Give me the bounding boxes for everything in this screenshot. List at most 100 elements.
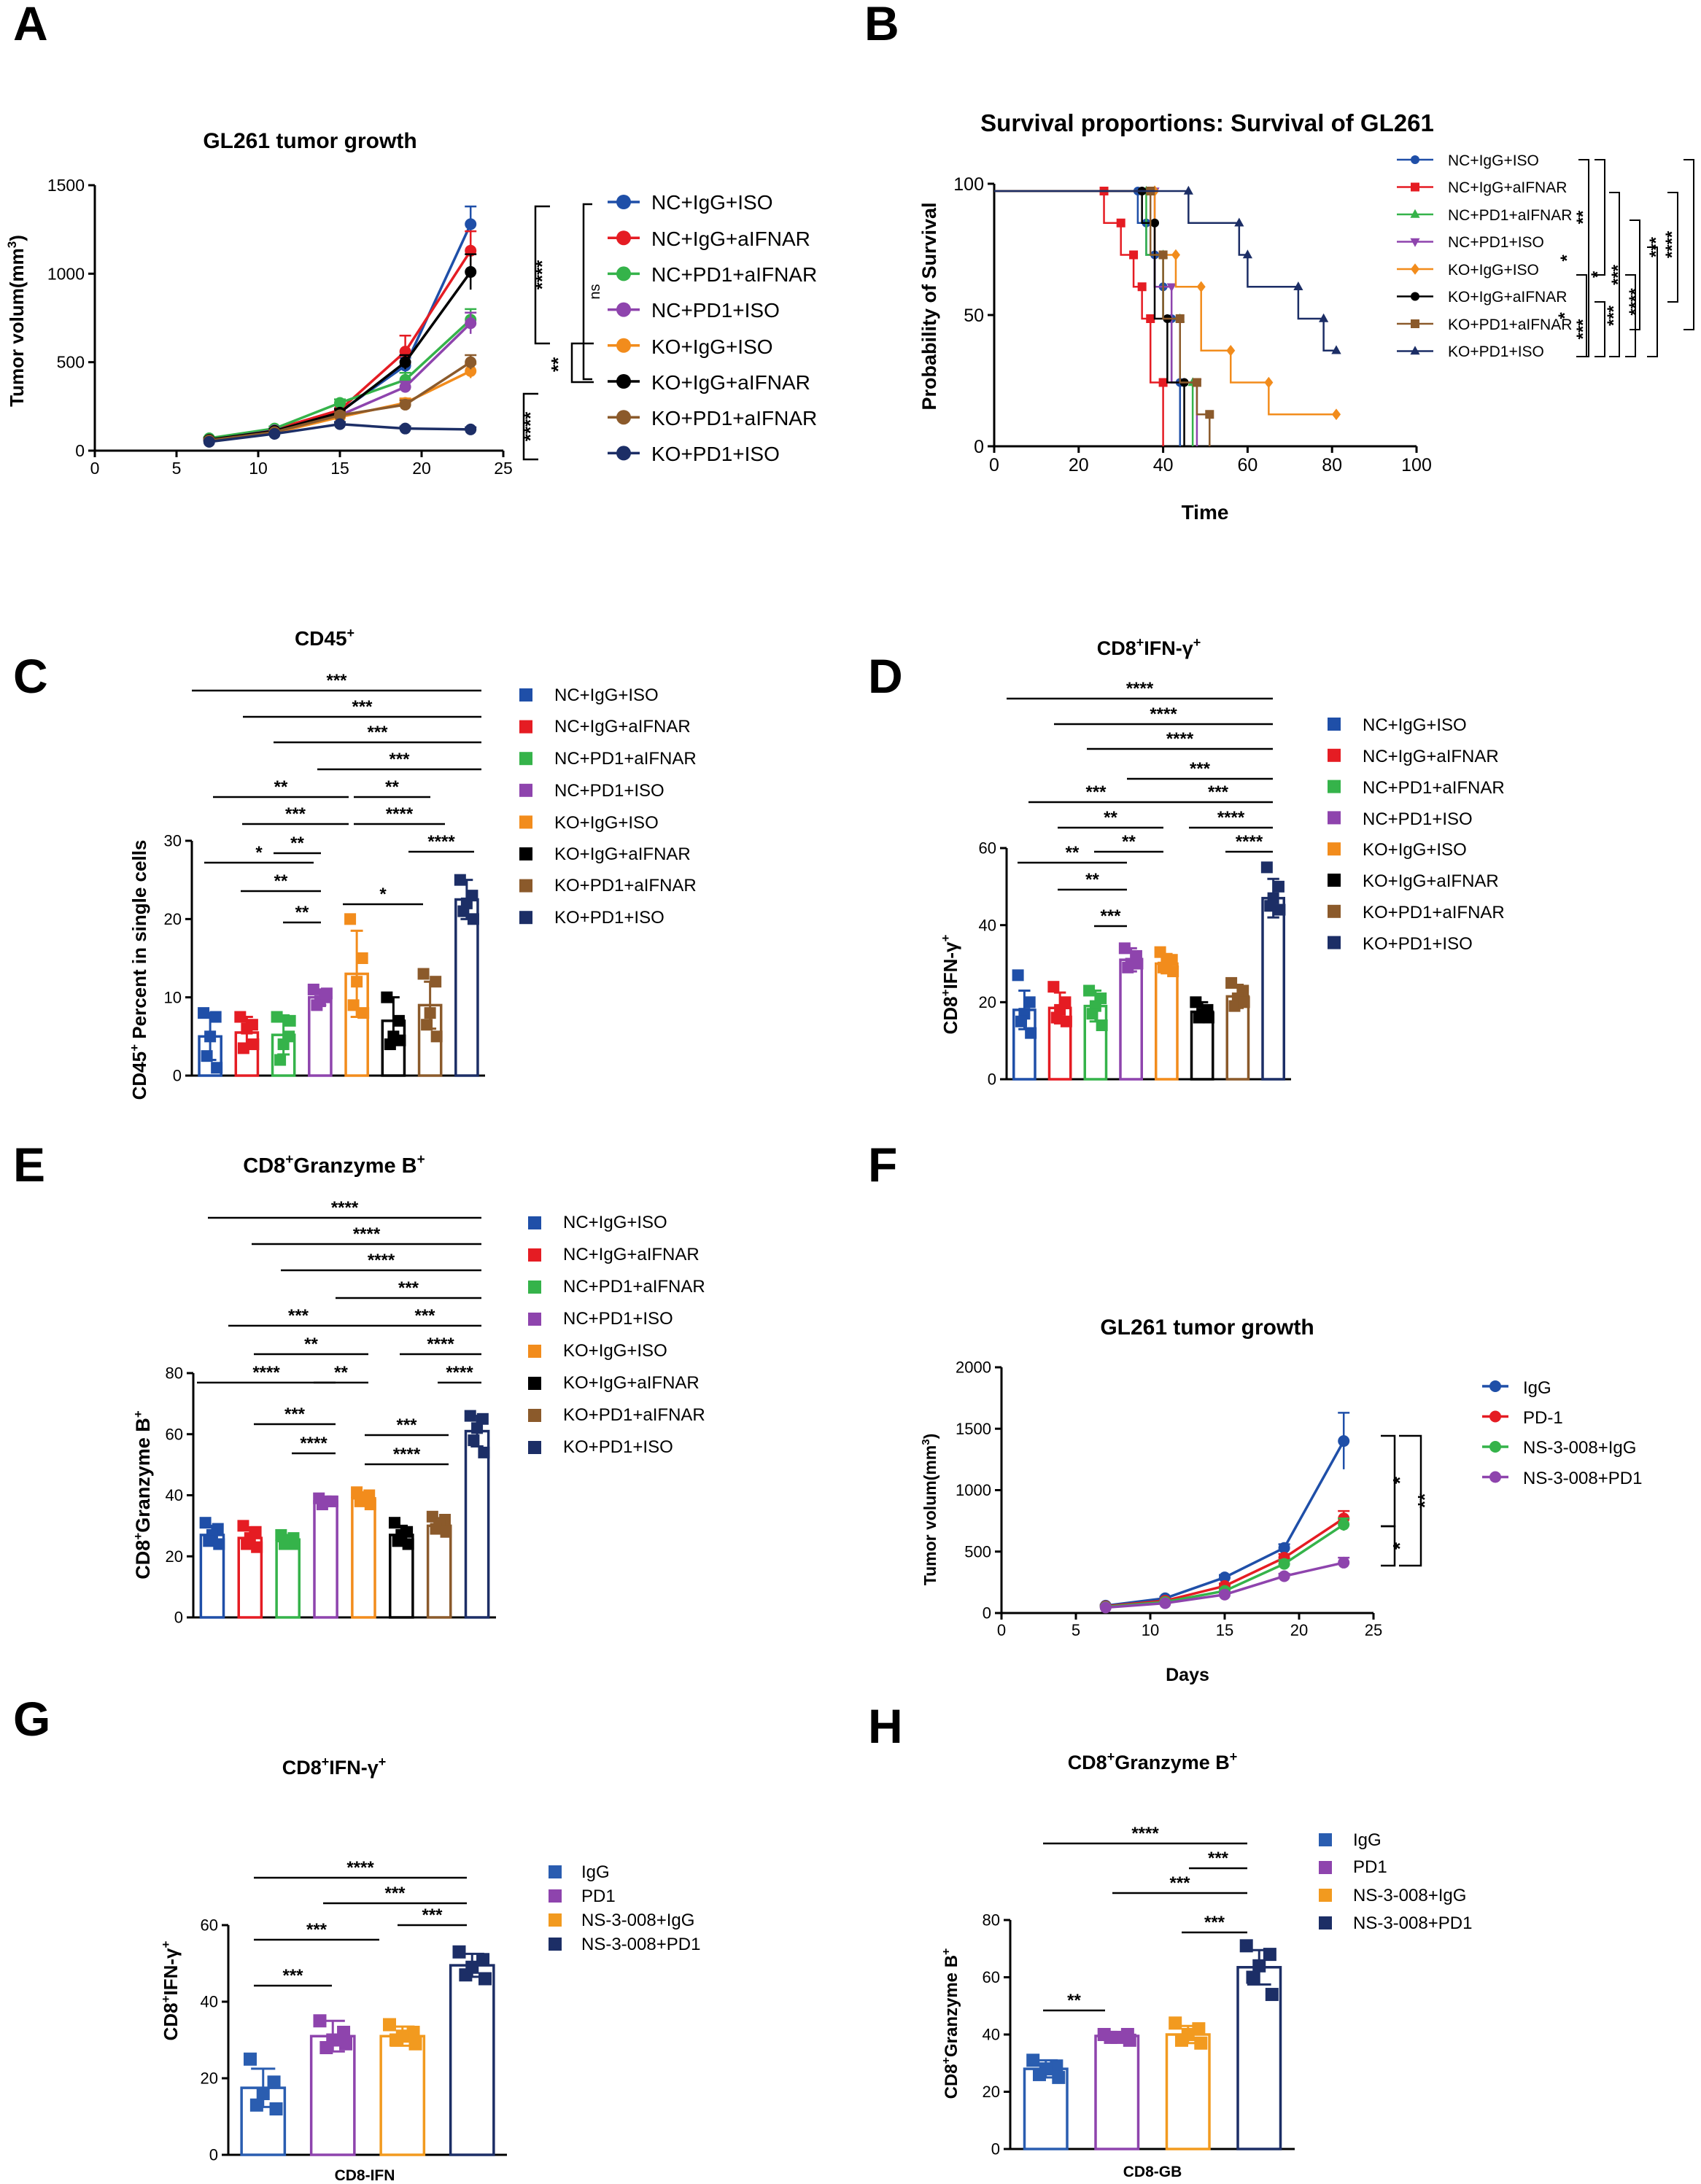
- h-datapoint: [1032, 2067, 1046, 2081]
- d-sig-label: ***: [1085, 782, 1107, 802]
- a-ylabel-sup: 3: [5, 241, 19, 248]
- b-censor-marker: [1158, 250, 1168, 260]
- c-ytick-label: 20: [164, 910, 182, 928]
- d-datapoint: [1012, 969, 1024, 982]
- g-ytick-label: 0: [209, 2146, 218, 2164]
- d-datapoint: [1274, 903, 1286, 916]
- b-sig-label: ****: [1662, 230, 1682, 258]
- g-datapoint: [337, 2026, 351, 2039]
- e-sig-label: ****: [427, 1334, 454, 1354]
- g-ylabel-b: +: [159, 1995, 173, 2002]
- g-bar-group-3: [449, 1945, 495, 2156]
- e-datapoint: [471, 1422, 484, 1434]
- legend-c-label-7: KO+PD1+ISO: [554, 908, 664, 928]
- e-ytick-label: 0: [174, 1609, 183, 1627]
- f-series-3: [1099, 1556, 1350, 1614]
- legend-c-label-5: KO+IgG+aIFNAR: [554, 844, 691, 864]
- legend-d-label-5: KO+IgG+aIFNAR: [1363, 871, 1499, 891]
- c-datapoint: [277, 1038, 290, 1051]
- g-sig-label: ****: [346, 1858, 374, 1878]
- c-ytick-label: 0: [173, 1067, 182, 1085]
- e-datapoint: [478, 1446, 490, 1458]
- b-sig-label: *: [1555, 312, 1575, 319]
- b-censor-marker: [1293, 281, 1303, 291]
- d-datapoint: [1023, 996, 1036, 1009]
- legend-g-label-0: IgG: [581, 1862, 610, 1882]
- g-datapoint: [243, 2052, 257, 2066]
- f-ytick-label: 0: [983, 1604, 991, 1623]
- b-survival-line: [994, 190, 1185, 446]
- e-bar-group-2: [275, 1528, 301, 1619]
- legend-a-label-7: KO+PD1+ISO: [651, 443, 780, 465]
- g-ylabel-a: CD8: [160, 2002, 182, 2040]
- e-sig-label: ****: [300, 1434, 328, 1453]
- legend-b-label-6: KO+PD1+aIFNAR: [1448, 316, 1572, 333]
- c-legend-marker: [519, 879, 532, 893]
- b-censor-marker: [1166, 283, 1177, 292]
- b-xtick-label: 80: [1322, 455, 1342, 475]
- c-bar-group-6: [417, 968, 443, 1077]
- a-point: [399, 422, 411, 435]
- c-legend-marker: [519, 783, 532, 797]
- f-ytick-label: 1500: [956, 1420, 991, 1438]
- a-point: [334, 397, 346, 409]
- b-sig-bracket: [1683, 159, 1694, 330]
- c-datapoint: [454, 874, 466, 886]
- d-bar-group-7: [1260, 861, 1286, 1081]
- d-datapoint: [1047, 981, 1060, 993]
- g-ylabel: CD8+IFN-γ+: [159, 1940, 182, 2040]
- a-sig-bracket3: [522, 392, 538, 461]
- b-survival-line: [994, 190, 1164, 446]
- e-datapoint: [326, 1495, 338, 1507]
- legend-b-label-3: NC+PD1+ISO: [1448, 234, 1544, 251]
- f-xtick-label: 25: [1365, 1621, 1382, 1639]
- title-c-sup: +: [347, 626, 355, 640]
- h-datapoint: [1169, 2016, 1182, 2030]
- title-g-d: +: [379, 1754, 387, 1769]
- b-censor-marker: [1158, 378, 1168, 387]
- legend-h-label-3: NS-3-008+PD1: [1353, 1913, 1472, 1933]
- b-sig-bracket: [1595, 159, 1605, 276]
- d-legend-marker: [1328, 904, 1341, 918]
- e-datapoint: [213, 1538, 225, 1550]
- c-legend-marker: [519, 688, 532, 702]
- d-bar: [1119, 958, 1143, 1081]
- a-point: [465, 317, 477, 330]
- b-ytick-label: 0: [974, 437, 984, 457]
- a-point: [399, 356, 411, 368]
- g-datapoint: [476, 1953, 490, 1967]
- title-h-c: Granzyme B: [1115, 1752, 1230, 1773]
- e-datapoint: [289, 1538, 301, 1550]
- g-datapoint: [382, 2018, 396, 2032]
- f-point: [1338, 1556, 1350, 1569]
- legend-e-label-0: NC+IgG+ISO: [563, 1213, 667, 1232]
- d-datapoint: [1083, 984, 1096, 997]
- d-sig-label: ****: [1217, 808, 1245, 828]
- a-point: [399, 398, 411, 411]
- c-bar-group-4: [344, 913, 370, 1077]
- d-sig-label: ****: [1166, 729, 1194, 749]
- c-bar-group-3: [307, 983, 333, 1077]
- b-sig-label: ***: [1573, 319, 1593, 340]
- d-datapoint: [1238, 996, 1250, 1009]
- legend-f-label-2: NS-3-008+IgG: [1523, 1438, 1636, 1458]
- g-datapoint: [313, 2014, 327, 2028]
- e-bar-group-1: [237, 1520, 263, 1619]
- c-datapoint: [201, 1050, 213, 1062]
- c-ylabel-a: CD45: [128, 1052, 150, 1100]
- a-point: [465, 365, 477, 377]
- legend-b-marker: [1410, 346, 1420, 355]
- a-series-7: [203, 418, 477, 448]
- legend-a-marker: [616, 446, 631, 461]
- legend-a-label-5: KO+IgG+aIFNAR: [651, 371, 810, 394]
- h-datapoint: [1194, 2036, 1208, 2050]
- legend-a-marker: [616, 338, 631, 353]
- f-sig-label: *: [1389, 1542, 1411, 1550]
- c-datapoint: [237, 1042, 249, 1054]
- c-sig-label: **: [385, 777, 399, 797]
- h-bar-group-1: [1094, 2028, 1140, 2150]
- c-datapoint: [457, 905, 470, 917]
- legend-e-label-3: NC+PD1+ISO: [563, 1309, 673, 1329]
